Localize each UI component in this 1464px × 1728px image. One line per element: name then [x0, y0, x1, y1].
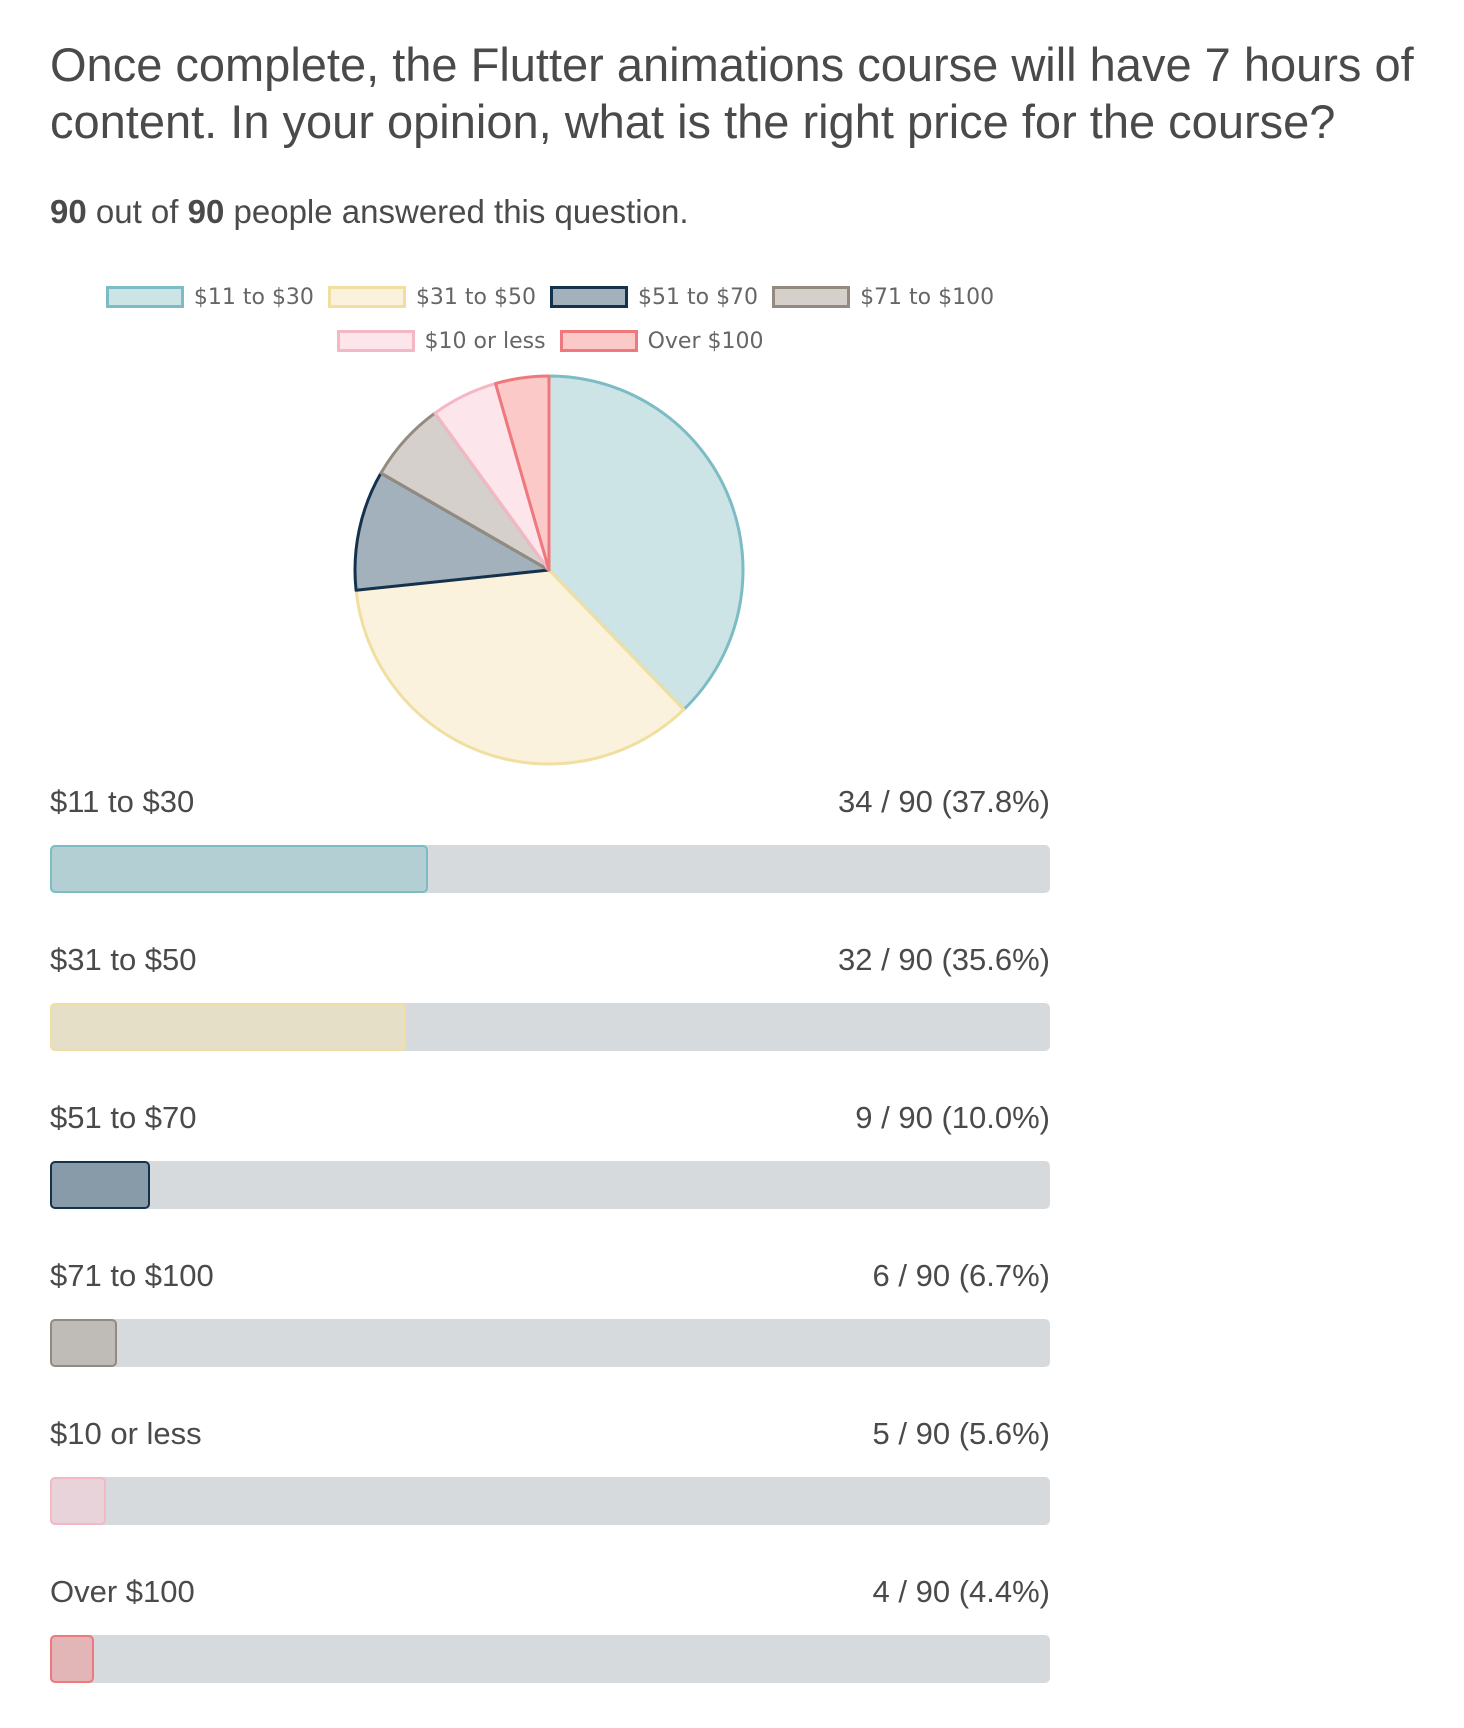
result-bar-fill [50, 1003, 406, 1051]
legend-item[interactable]: $31 to $50 [327, 282, 536, 312]
result-row-head: $71 to $100 6 / 90 (6.7%) [50, 1254, 1050, 1298]
result-label: $31 to $50 [50, 942, 197, 977]
legend-row-2: $10 or less Over $100 [0, 326, 1100, 356]
result-bar-track [50, 1319, 1050, 1367]
legend-swatch [559, 330, 638, 352]
result-value: 4 / 90 (4.4%) [872, 1574, 1050, 1609]
legend-swatch [550, 286, 628, 308]
result-bar-fill [50, 1319, 117, 1367]
result-row: $51 to $70 9 / 90 (10.0%) [50, 1096, 1050, 1216]
result-row-head: $51 to $70 9 / 90 (10.0%) [50, 1096, 1050, 1140]
legend-row-1: $11 to $30 $31 to $50 $51 to $70 $71 to … [0, 282, 1100, 312]
result-label: Over $100 [50, 1574, 195, 1609]
answered-mid-text: out of [86, 193, 188, 230]
result-row: $71 to $100 6 / 90 (6.7%) [50, 1254, 1050, 1374]
result-value: 34 / 90 (37.8%) [838, 784, 1050, 819]
result-bar-track [50, 1161, 1050, 1209]
pie-slice-over-100[interactable] [494, 374, 551, 572]
legend-label: $10 or less [424, 328, 546, 354]
question-title: Once complete, the Flutter animations co… [50, 38, 1414, 148]
legend-swatch [336, 330, 415, 352]
result-label: $51 to $70 [50, 1100, 197, 1135]
result-bar-fill [50, 1635, 95, 1683]
legend-item[interactable]: Over $100 [559, 326, 764, 356]
legend-item[interactable]: $51 to $70 [550, 282, 758, 312]
legend-label: $11 to $30 [193, 284, 314, 310]
legend-swatch [327, 286, 406, 308]
result-value: 9 / 90 (10.0%) [855, 1100, 1050, 1135]
result-bar-fill [50, 1477, 106, 1525]
result-bar-track [50, 1477, 1050, 1525]
legend-swatch [105, 286, 184, 308]
legend-item[interactable]: $10 or less [336, 326, 546, 356]
legend-label: $31 to $50 [415, 284, 536, 310]
answered-summary: 90 out of 90 people answered this questi… [50, 190, 689, 234]
result-row: Over $100 4 / 90 (4.4%) [50, 1570, 1050, 1690]
result-row: $11 to $30 34 / 90 (37.8%) [50, 780, 1050, 900]
result-row: $10 or less 5 / 90 (5.6%) [50, 1412, 1050, 1532]
legend-item[interactable]: $71 to $100 [772, 282, 994, 312]
result-value: 5 / 90 (5.6%) [872, 1416, 1050, 1451]
answered-suffix-text: people answered this question. [224, 193, 689, 230]
legend-label: $51 to $70 [638, 284, 759, 310]
pie-slice-31-to-50[interactable] [354, 568, 686, 766]
pie-chart [353, 374, 745, 766]
result-bar-track [50, 845, 1050, 893]
result-value: 6 / 90 (6.7%) [872, 1258, 1050, 1293]
answered-count: 90 [50, 193, 87, 230]
pie-slice-51-to-70[interactable] [353, 471, 551, 592]
result-bar-fill [50, 1161, 150, 1209]
result-bar-track [50, 1635, 1050, 1683]
result-value: 32 / 90 (35.6%) [838, 942, 1050, 977]
answered-total: 90 [187, 193, 225, 230]
legend-label: $71 to $100 [860, 284, 995, 310]
result-label: $11 to $30 [50, 784, 195, 819]
legend-swatch [772, 286, 851, 308]
result-row: $31 to $50 32 / 90 (35.6%) [50, 938, 1050, 1058]
pie-slice-11-to-30[interactable] [547, 374, 745, 712]
result-bar-track [50, 1003, 1050, 1051]
result-row-head: Over $100 4 / 90 (4.4%) [50, 1570, 1050, 1614]
result-bar-fill [50, 845, 428, 893]
result-row-head: $10 or less 5 / 90 (5.6%) [50, 1412, 1050, 1456]
legend-item[interactable]: $11 to $30 [105, 282, 314, 312]
result-row-head: $31 to $50 32 / 90 (35.6%) [50, 938, 1050, 982]
result-label: $10 or less [50, 1416, 202, 1451]
legend-label: Over $100 [647, 328, 764, 354]
result-row-head: $11 to $30 34 / 90 (37.8%) [50, 780, 1050, 824]
result-label: $71 to $100 [50, 1258, 214, 1293]
